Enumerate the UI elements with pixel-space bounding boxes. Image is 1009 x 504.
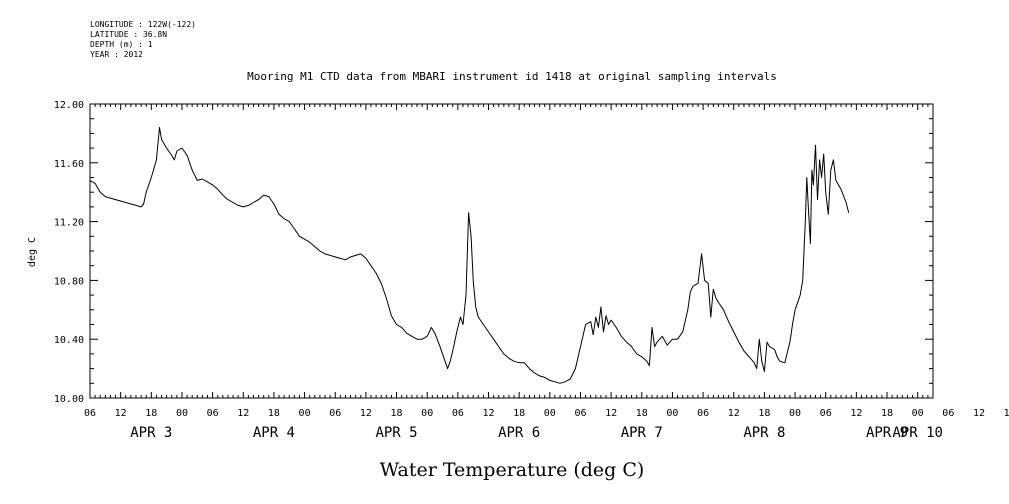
longitude-text: LONGITUDE : 122W(-122) [90,20,196,29]
x-day-label: APR 9 [866,425,908,441]
y-tick-label: 10.00 [54,394,84,405]
x-hour-label: 06 [452,408,464,419]
x-hour-label: 18 [881,408,893,419]
temperature-series-line [89,127,850,384]
x-hour-label: 12 [850,408,862,419]
x-axis-label: Water Temperature (deg C) [380,459,645,481]
x-hour-label: 18 [513,408,525,419]
y-axis-label: deg C [27,237,38,267]
x-hour-label: 00 [544,408,556,419]
y-tick-label: 12.00 [54,100,84,111]
x-hour-label: 06 [820,408,832,419]
x-hour-label: 12 [115,408,127,419]
x-hour-label: 06 [697,408,709,419]
y-tick-label: 10.80 [54,276,84,287]
x-hour-label: 18 [391,408,403,419]
x-hour-label: 12 [360,408,372,419]
depth-text: DEPTH (m) : 1 [90,40,153,49]
series-layer [89,127,850,384]
axes-layer: 10.00 10.40 10.80 11.20 11.60 12.00 06 12 18 00 06… [54,100,1009,441]
x-hour-label: 12 [605,408,617,419]
y-tick-label: 10.40 [54,335,84,346]
x-day-label: APR 4 [253,425,295,441]
x-hour-label: 18 [758,408,770,419]
metadata-block: LONGITUDE : 122W(-122) LATITUDE : 36.8N … [90,20,196,60]
x-hour-label: 00 [666,408,678,419]
x-day-label: APR 7 [621,425,663,441]
x-hour-label: 00 [421,408,433,419]
x-hour-label: 18 [636,408,648,419]
x-hour-label: 18 [268,408,280,419]
x-hour-label: 18 [145,408,157,419]
x-day-label: APR 6 [498,425,540,441]
x-hour-label: 12 [728,408,740,419]
x-day-label: APR 10 [892,425,943,441]
x-hour-label: 00 [299,408,311,419]
x-hour-label: 06 [84,408,96,419]
x-hour-label: 00 [176,408,188,419]
x-day-label: APR 8 [743,425,785,441]
x-hour-label: 18 [1004,408,1009,419]
x-day-label: APR 3 [130,425,172,441]
x-day-label: APR 5 [375,425,417,441]
y-tick-label: 11.60 [54,159,84,170]
x-hour-label: 06 [329,408,341,419]
x-hour-label: 00 [789,408,801,419]
x-hour-label: 06 [942,408,954,419]
x-hour-label: 06 [207,408,219,419]
x-hour-label: 12 [482,408,494,419]
x-hour-label: 12 [973,408,985,419]
x-hour-label: 00 [912,408,924,419]
year-text: YEAR : 2012 [90,50,143,59]
chart-title: Mooring M1 CTD data from MBARI instrumen… [247,70,777,83]
x-hour-label: 06 [574,408,586,419]
plot-frame [89,103,934,399]
latitude-text: LATITUDE : 36.8N [90,30,168,39]
x-hour-label: 12 [237,408,249,419]
y-tick-label: 11.20 [54,218,84,229]
